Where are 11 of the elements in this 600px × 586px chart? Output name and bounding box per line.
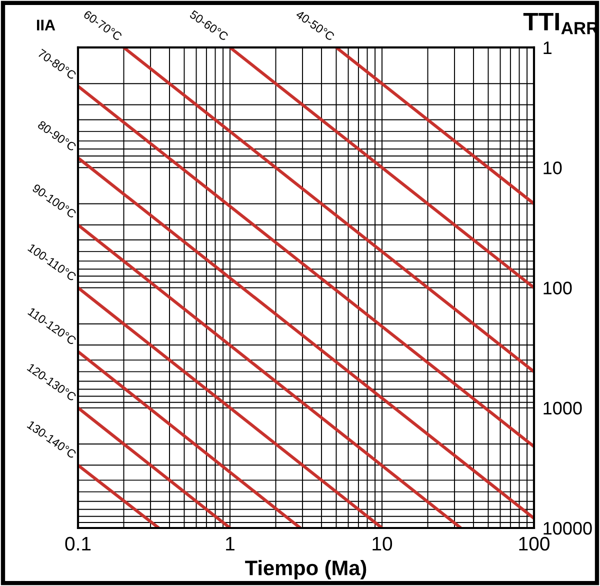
y-tick-label: 1000 <box>544 402 582 415</box>
x-tick-label: 1 <box>226 537 234 550</box>
x-axis-title: Tiempo (Ma) <box>245 560 366 580</box>
chart-title: IIA <box>37 20 56 30</box>
y-tick-label: 100 <box>544 282 572 294</box>
y-tick-label: 10 <box>544 162 562 174</box>
y-tick-label: 1 <box>544 42 552 54</box>
x-tick-label: 0.1 <box>65 536 91 551</box>
y-tick-label: 10000 <box>544 522 592 535</box>
x-tick-label: 100 <box>519 536 550 551</box>
x-tick-label: 10 <box>372 536 392 551</box>
